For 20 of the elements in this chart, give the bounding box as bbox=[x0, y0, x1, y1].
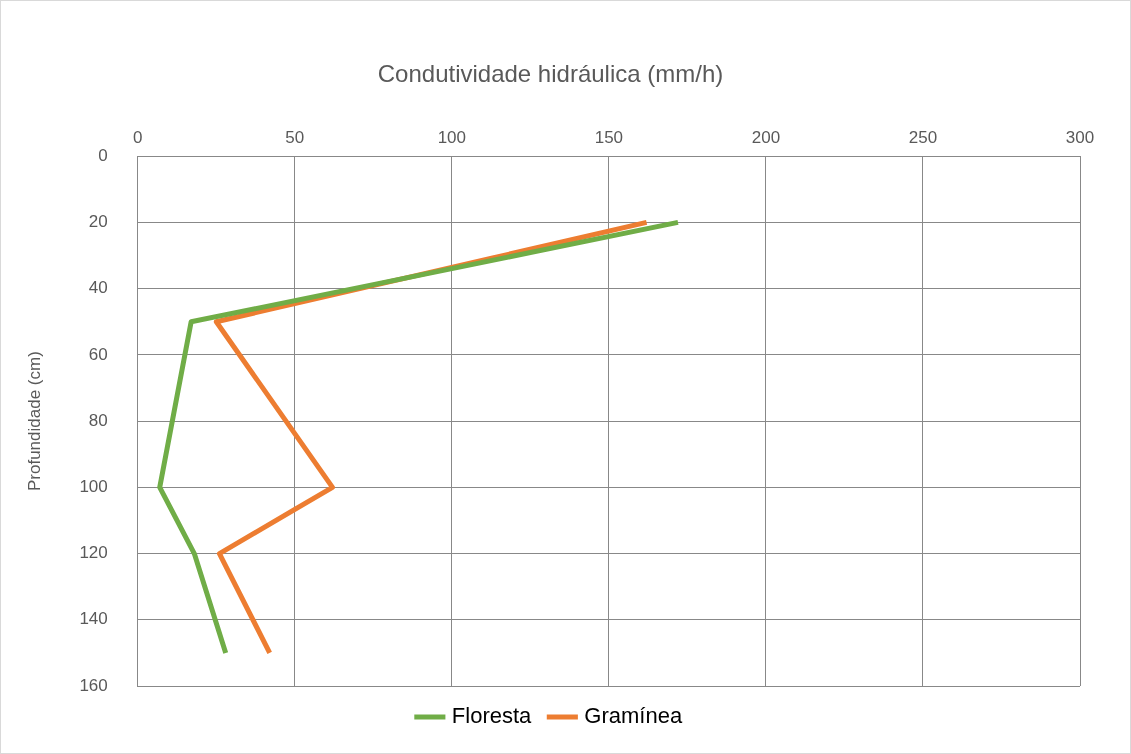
y-tick-label: 160 bbox=[79, 675, 108, 695]
y-tick-label: 20 bbox=[88, 212, 108, 232]
x-tick-label: 0 bbox=[133, 127, 143, 147]
y-tick-label: 60 bbox=[88, 344, 108, 364]
legend-label: Gramínea bbox=[584, 703, 683, 729]
y-tick-label: 80 bbox=[88, 410, 108, 430]
chart-title: Condutividade hidráulica (mm/h) bbox=[377, 60, 724, 88]
x-tick-label: 100 bbox=[437, 127, 467, 147]
y-tick-label: 0 bbox=[98, 145, 108, 165]
y-axis-title: Profundidade (cm) bbox=[24, 351, 44, 492]
y-tick-label: 100 bbox=[79, 477, 108, 497]
y-tick-label: 140 bbox=[79, 609, 108, 629]
x-tick-label: 50 bbox=[285, 127, 305, 147]
y-tick-label: 40 bbox=[88, 278, 108, 298]
legend-label: Floresta bbox=[451, 703, 533, 729]
x-tick-label: 200 bbox=[751, 127, 781, 147]
x-tick-label: 300 bbox=[1065, 127, 1095, 147]
y-tick-label: 120 bbox=[79, 543, 108, 563]
x-tick-label: 150 bbox=[594, 127, 624, 147]
x-tick-label: 250 bbox=[908, 127, 938, 147]
